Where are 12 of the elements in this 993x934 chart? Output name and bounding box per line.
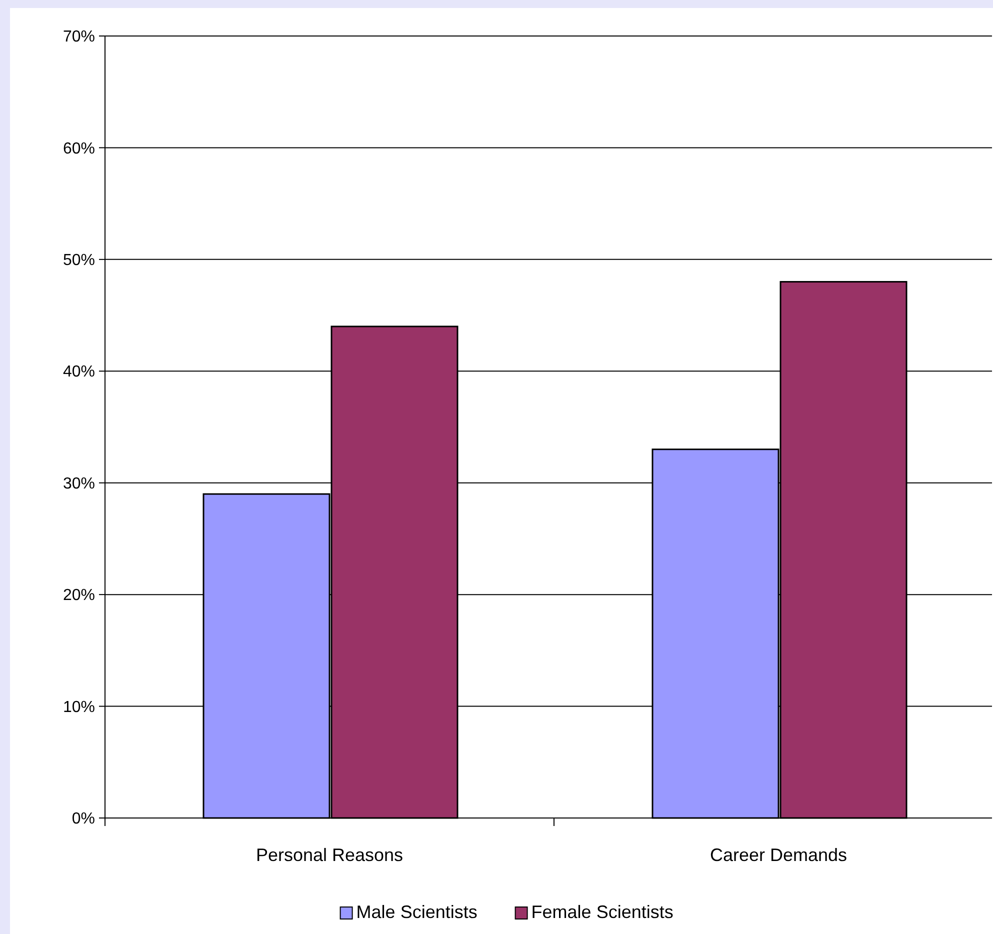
x-tick-label: Personal Reasons [256, 845, 404, 865]
legend-label: Male Scientists [356, 902, 478, 922]
y-tick-label: 70% [62, 28, 95, 46]
legend-label: Female Scientists [531, 902, 674, 922]
y-tick-label: 40% [62, 364, 95, 381]
y-tick-label: 60% [62, 140, 95, 158]
x-tick-label: Career Demands [710, 845, 848, 865]
y-tick-label: 10% [62, 698, 95, 716]
y-tick-label: 0% [72, 810, 95, 828]
y-tick-label: 20% [62, 587, 95, 604]
y-tick-label: 30% [62, 475, 95, 492]
y-tick-label: 50% [62, 252, 95, 270]
